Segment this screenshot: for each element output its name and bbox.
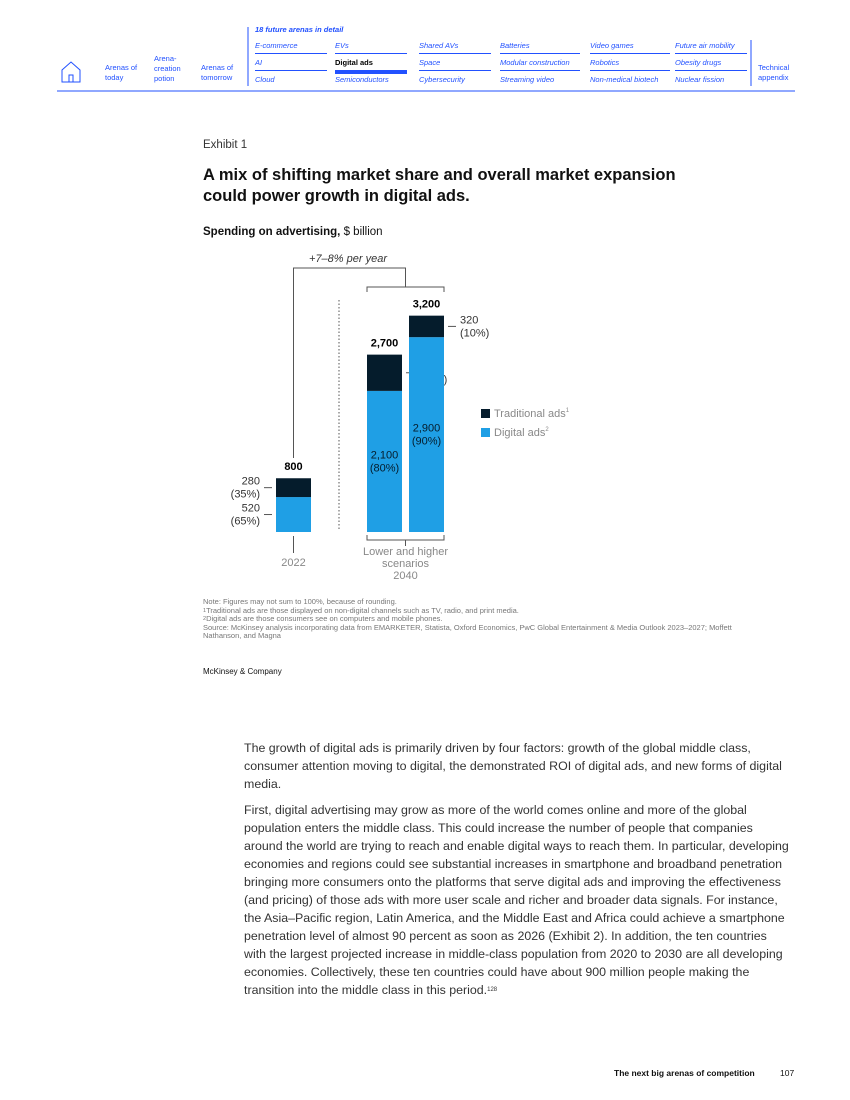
exhibit-title: A mix of shifting market share and overa… <box>203 166 676 205</box>
footnote: Note: Figures may not sum to 100%, becau… <box>203 597 763 607</box>
footnote-text: Traditional ads are those displayed on n… <box>206 605 519 615</box>
paragraph: The growth of digital ads is primarily d… <box>244 739 792 793</box>
annotation: +7–8% per year <box>309 253 388 265</box>
subtitle-bold: Spending on advertising, <box>203 226 341 238</box>
bar-segment <box>409 337 444 532</box>
footnote-text: Note: Figures may not sum to 100%, becau… <box>203 597 397 606</box>
home-icon[interactable] <box>61 61 81 83</box>
nav-item[interactable]: Nuclear fission <box>675 75 725 84</box>
subtitle: Spending on advertising, $ billion <box>203 226 383 238</box>
paragraph-text: First, digital advertising may grow as m… <box>244 803 789 997</box>
nav-item[interactable]: Obesity drugs <box>675 58 747 71</box>
nav-item[interactable]: Cloud <box>255 75 275 84</box>
nav-item[interactable]: Arenas of tomorrow <box>201 63 234 82</box>
footnote: 2Digital ads are those consumers see on … <box>203 614 763 624</box>
paragraph: First, digital advertising may grow as m… <box>244 801 792 999</box>
total-label: 3,200 <box>413 299 441 311</box>
page-number: 107 <box>780 1068 795 1078</box>
nav-item[interactable]: AI <box>255 58 327 71</box>
paragraph-text: The growth of digital ads is primarily d… <box>244 741 782 791</box>
nav-item[interactable]: Batteries <box>500 41 580 54</box>
nav-item[interactable]: Technical appendix <box>758 63 790 82</box>
nav-item[interactable]: Robotics <box>590 58 670 71</box>
total-label: 800 <box>284 461 302 473</box>
nav-item[interactable]: EVs <box>335 41 407 54</box>
nav-item[interactable]: Semiconductors <box>335 75 389 84</box>
group-category: 2040 <box>393 570 417 582</box>
nav-item[interactable]: Cybersecurity <box>419 75 465 84</box>
footer-title: The next big arenas of competition <box>614 1068 755 1078</box>
exhibit-label: Exhibit 1 <box>203 139 248 151</box>
footnote-text: Digital ads are those consumers see on c… <box>206 614 443 623</box>
legend-label: Digital ads2 <box>494 427 549 439</box>
legend-swatch <box>481 409 490 418</box>
footnote-mark: 2 <box>203 616 207 622</box>
value-label: 2,100 (80%) <box>370 449 399 474</box>
nav-item[interactable]: E-commerce <box>255 41 327 54</box>
group-bracket <box>366 535 445 546</box>
nav-item[interactable]: Modular construction <box>500 58 580 71</box>
bar-segment <box>409 315 444 338</box>
legend-label: Traditional ads1 <box>494 408 570 420</box>
bar-segment <box>276 497 311 532</box>
footnote: Source: McKinsey analysis incorporating … <box>203 622 763 641</box>
bar-segment <box>276 478 311 498</box>
nav-heading: 18 future arenas in detail <box>255 25 344 34</box>
nav-item[interactable]: Arena-creation potion <box>154 54 181 83</box>
nav-item[interactable]: Non-medical biotech <box>590 75 659 84</box>
value-label: 2,900 (90%) <box>412 422 441 447</box>
value-label: 280 (35%) <box>231 476 260 501</box>
bar-segment <box>367 354 402 391</box>
nav-item[interactable]: Future air mobility <box>675 41 747 54</box>
nav-item[interactable]: Video games <box>590 41 670 54</box>
bar-segment <box>367 390 402 532</box>
total-label: 2,700 <box>371 338 399 350</box>
footnote-mark: 1 <box>203 607 207 614</box>
x-tick-label: 2022 <box>281 557 305 569</box>
group-label: Lower and higher scenarios <box>363 546 448 570</box>
nav-item[interactable]: Shared AVs <box>419 41 491 54</box>
nav-item[interactable]: Space <box>419 58 491 71</box>
value-label: 520 (65%) <box>231 502 260 527</box>
footnote: 1Traditional ads are those displayed on … <box>203 605 763 616</box>
nav-item[interactable]: Digital ads <box>335 58 407 74</box>
legend-note: 2 <box>545 427 549 433</box>
footnote-text: Source: McKinsey analysis incorporating … <box>203 622 732 640</box>
legend-swatch <box>481 428 490 437</box>
nav-item[interactable]: Streaming video <box>500 75 555 84</box>
legend-note: 1 <box>566 408 570 414</box>
growth-bracket <box>293 267 445 458</box>
value-label: 320 (10%) <box>460 314 489 339</box>
footnote-ref: 128 <box>487 987 498 993</box>
nav-item[interactable]: Arenas of today <box>105 63 138 82</box>
credit: McKinsey & Company <box>203 667 282 676</box>
subtitle-unit: $ billion <box>343 226 383 238</box>
